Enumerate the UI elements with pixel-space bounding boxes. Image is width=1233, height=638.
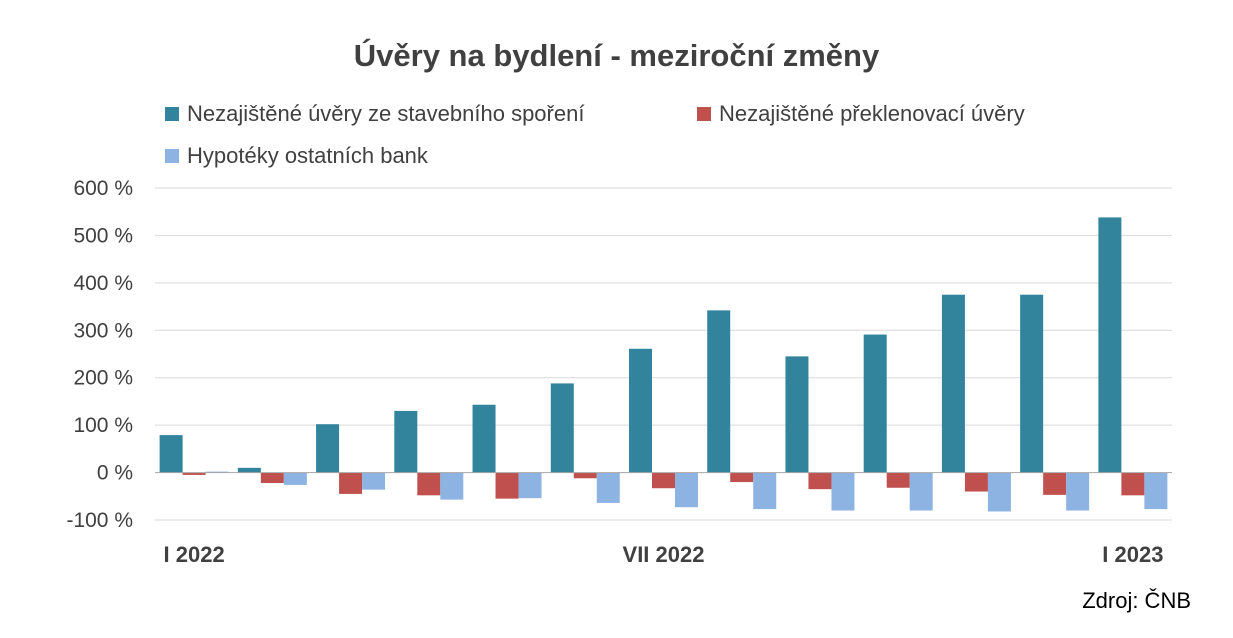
bar — [863, 334, 887, 473]
bar — [1066, 472, 1090, 511]
bar — [1121, 472, 1145, 496]
y-tick-labels: -100 % 0 % 100 % 200 % 300 % 400 % 500 % 600 % — [66, 177, 133, 532]
bar — [182, 472, 206, 475]
bar — [495, 472, 519, 499]
x-tick-label: I 2023 — [1102, 542, 1163, 567]
bar — [941, 294, 965, 473]
bar — [362, 472, 386, 490]
bar — [394, 410, 418, 473]
bars — [159, 217, 1168, 512]
bar — [808, 472, 832, 490]
y-tick-label: 0 % — [97, 462, 133, 485]
bar — [652, 472, 675, 489]
bar — [339, 472, 363, 494]
legend-label-mortgages: Hypotéky ostatních bank — [187, 143, 428, 168]
x-tick-labels: I 2022 VII 2022 I 2023 — [164, 542, 1164, 567]
legend-item-savings-loans: Nezajištěné úvěry ze stavebního spoření — [165, 101, 584, 127]
bar — [518, 472, 542, 499]
y-tick-label: 200 % — [73, 367, 133, 390]
bar — [237, 467, 261, 473]
legend-label-bridging-loans: Nezajištěné překlenovací úvěry — [719, 101, 1025, 126]
bar — [886, 472, 910, 488]
x-tick-label: VII 2022 — [623, 542, 705, 567]
bar — [675, 472, 698, 508]
source-note: Zdroj: ČNB — [1082, 588, 1191, 613]
bar — [596, 472, 620, 503]
legend-swatch-savings-loans — [165, 107, 179, 121]
bar — [730, 472, 754, 483]
legend-item-mortgages: Hypotéky ostatních bank — [165, 143, 428, 169]
bar — [1098, 217, 1122, 473]
y-tick-label: 400 % — [73, 272, 133, 295]
y-tick-label: 100 % — [73, 414, 133, 437]
bar — [831, 472, 855, 511]
bar — [440, 472, 464, 500]
y-tick-label: 500 % — [73, 224, 133, 247]
legend-item-bridging-loans: Nezajištěné překlenovací úvěry — [697, 101, 1025, 127]
bar — [283, 472, 307, 485]
bar — [629, 348, 652, 473]
y-tick-label: -100 % — [66, 509, 133, 532]
legend-swatch-bridging-loans — [697, 107, 711, 121]
legend-label-savings-loans: Nezajištěné úvěry ze stavebního spoření — [187, 101, 585, 126]
gridlines — [155, 187, 1172, 521]
bar — [573, 472, 597, 479]
bar — [316, 424, 340, 473]
bar — [1144, 472, 1168, 510]
bar — [909, 472, 933, 511]
bar — [1020, 294, 1044, 473]
bar — [159, 435, 183, 473]
bar — [753, 472, 777, 510]
bar — [785, 356, 809, 473]
y-tick-label: 300 % — [73, 319, 133, 342]
bar — [707, 310, 731, 473]
bar — [987, 472, 1011, 512]
x-tick-label: I 2022 — [164, 542, 225, 567]
bar — [260, 472, 284, 484]
chart-title: Úvěry na bydlení - meziroční změny — [353, 38, 880, 73]
bar — [472, 404, 496, 473]
bar — [417, 472, 441, 496]
y-tick-label: 600 % — [73, 177, 133, 200]
bar — [1043, 472, 1067, 495]
bar — [964, 472, 988, 492]
legend-swatch-mortgages — [165, 149, 179, 163]
bar — [550, 383, 574, 473]
